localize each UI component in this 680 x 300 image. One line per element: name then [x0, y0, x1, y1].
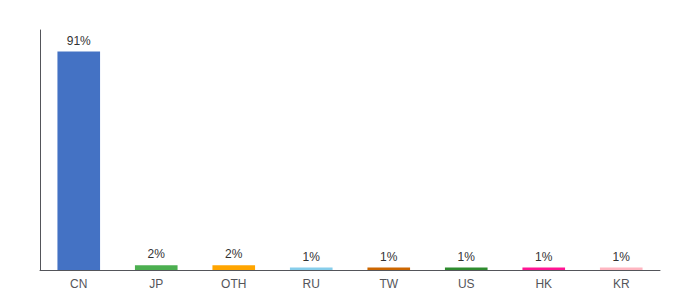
svg-text:CN: CN [70, 277, 87, 291]
svg-text:1%: 1% [380, 250, 398, 264]
svg-text:1%: 1% [303, 250, 321, 264]
svg-text:RU: RU [303, 277, 320, 291]
svg-text:HK: HK [535, 277, 552, 291]
svg-text:2%: 2% [148, 247, 166, 261]
svg-text:US: US [458, 277, 475, 291]
svg-text:KR: KR [613, 277, 630, 291]
svg-text:JP: JP [149, 277, 163, 291]
svg-text:2%: 2% [225, 247, 243, 261]
svg-text:1%: 1% [613, 250, 631, 264]
svg-text:91%: 91% [67, 34, 91, 48]
svg-text:OTH: OTH [221, 277, 246, 291]
svg-text:1%: 1% [458, 250, 476, 264]
svg-text:1%: 1% [535, 250, 553, 264]
svg-text:TW: TW [379, 277, 398, 291]
